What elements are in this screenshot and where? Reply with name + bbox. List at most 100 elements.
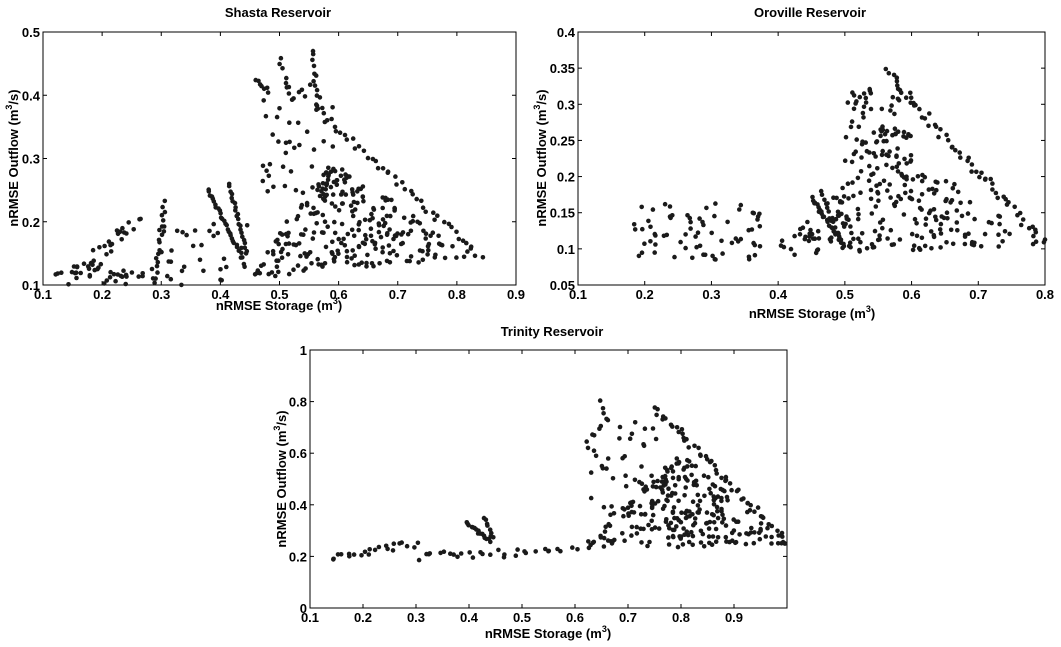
scatter-point (161, 229, 167, 234)
scatter-point (867, 86, 872, 92)
scatter-point (333, 129, 339, 134)
scatter-point (267, 161, 273, 167)
scatter-point (906, 132, 911, 137)
scatter-point (651, 479, 656, 485)
scatter-point (304, 203, 310, 208)
scatter-point (101, 281, 107, 286)
panel-trinity: Trinity Reservoir 0.1 0.2 0.3 0.4 0.5 0.6 0.7 0… (272, 324, 788, 641)
scatter-point (260, 178, 266, 184)
scatter-point (931, 207, 937, 212)
scatter-point (229, 191, 235, 197)
scatter-point (320, 181, 326, 186)
x-tick-label: 0.9 (507, 287, 525, 302)
scatter-point (881, 138, 886, 144)
scatter-point (719, 498, 724, 504)
y-tick-label: 1 (300, 343, 307, 358)
scatter-point (336, 236, 342, 242)
scatter-point (295, 263, 301, 268)
scatter-point (600, 466, 606, 471)
scatter-point (601, 544, 607, 549)
scatter-point (632, 227, 638, 232)
scatter-point (313, 73, 319, 78)
scatter-point (692, 516, 698, 521)
scatter-point (334, 178, 340, 183)
x-tick-label: 0.1 (569, 287, 587, 302)
scatter-point (156, 237, 162, 243)
scatter-point (315, 106, 321, 111)
scatter-point (601, 411, 606, 416)
scatter-point (352, 262, 357, 268)
scatter-point (386, 243, 392, 248)
scatter-point (880, 148, 885, 154)
scatter-point (326, 172, 332, 178)
scatter-point (263, 113, 269, 119)
scatter-point (836, 213, 842, 218)
x-tick-label: 0.7 (969, 287, 987, 302)
scatter-point (758, 526, 763, 532)
scatter-point (806, 238, 812, 244)
scatter-point (988, 176, 993, 182)
scatter-point (361, 148, 367, 154)
scatter-point (330, 239, 335, 245)
scatter-point (810, 194, 815, 200)
scatter-point (278, 55, 284, 61)
scatter-point (585, 445, 591, 451)
scatter-point (299, 87, 305, 93)
scatter-point (401, 215, 407, 221)
scatter-point (877, 237, 882, 242)
scatter-point (674, 456, 680, 461)
x-tick-label: 0.3 (407, 610, 425, 625)
scatter-point (709, 230, 714, 236)
scatter-point (356, 244, 362, 250)
scatter-point (769, 534, 774, 540)
scatter-point (856, 124, 862, 130)
scatter-point (957, 150, 962, 155)
scatter-point (902, 156, 907, 162)
scatter-point (149, 266, 155, 272)
scatter-point (441, 549, 447, 554)
scatter-point (807, 231, 812, 237)
x-tick-label: 0.4 (460, 610, 479, 625)
scatter-point (887, 182, 892, 187)
scatter-point (496, 547, 501, 553)
scatter-point (712, 213, 717, 219)
scatter-point (120, 225, 125, 231)
scatter-point (713, 257, 718, 262)
scatter-point (690, 255, 695, 261)
scatter-point (621, 513, 626, 519)
scatter-point (315, 210, 320, 215)
tick-group: 0.1 0.2 0.3 0.4 0.5 0.6 0.7 0.8 0.9 0 0.2 0.4 0.6 0.8… (289, 343, 787, 625)
scatter-point (309, 261, 314, 266)
scatter-point (996, 244, 1001, 249)
scatter-point (709, 512, 715, 517)
scatter-point (858, 239, 863, 245)
scatter-point (827, 237, 833, 242)
scatter-point (888, 195, 893, 200)
scatter-point (593, 453, 599, 459)
scatter-point (108, 269, 113, 275)
scatter-point (389, 197, 394, 203)
tick-group: 0.1 0.2 0.3 0.4 0.5 0.6 0.7 0.80.050.10.150.20.… (550, 25, 1054, 302)
scatter-point (729, 240, 735, 246)
scatter-point (746, 257, 752, 262)
scatter-point (943, 178, 949, 184)
scatter-point (391, 541, 397, 546)
scatter-point (650, 207, 656, 212)
scatter-point (912, 216, 918, 222)
scatter-point (908, 153, 914, 158)
scatter-point (725, 219, 730, 225)
scatter-point (314, 221, 320, 226)
scatter-point (329, 201, 335, 206)
scatter-point (692, 443, 697, 449)
scatter-point (274, 264, 280, 270)
scatter-point (400, 180, 405, 185)
scatter-point (835, 230, 841, 236)
scatter-point (276, 241, 282, 247)
scatter-point (276, 269, 281, 275)
x-tick-label: 0.3 (702, 287, 720, 302)
scatter-point (123, 272, 129, 278)
scatter-point (513, 553, 519, 558)
scatter-point (701, 544, 707, 549)
scatter-point (646, 522, 651, 528)
scatter-point (283, 140, 289, 146)
